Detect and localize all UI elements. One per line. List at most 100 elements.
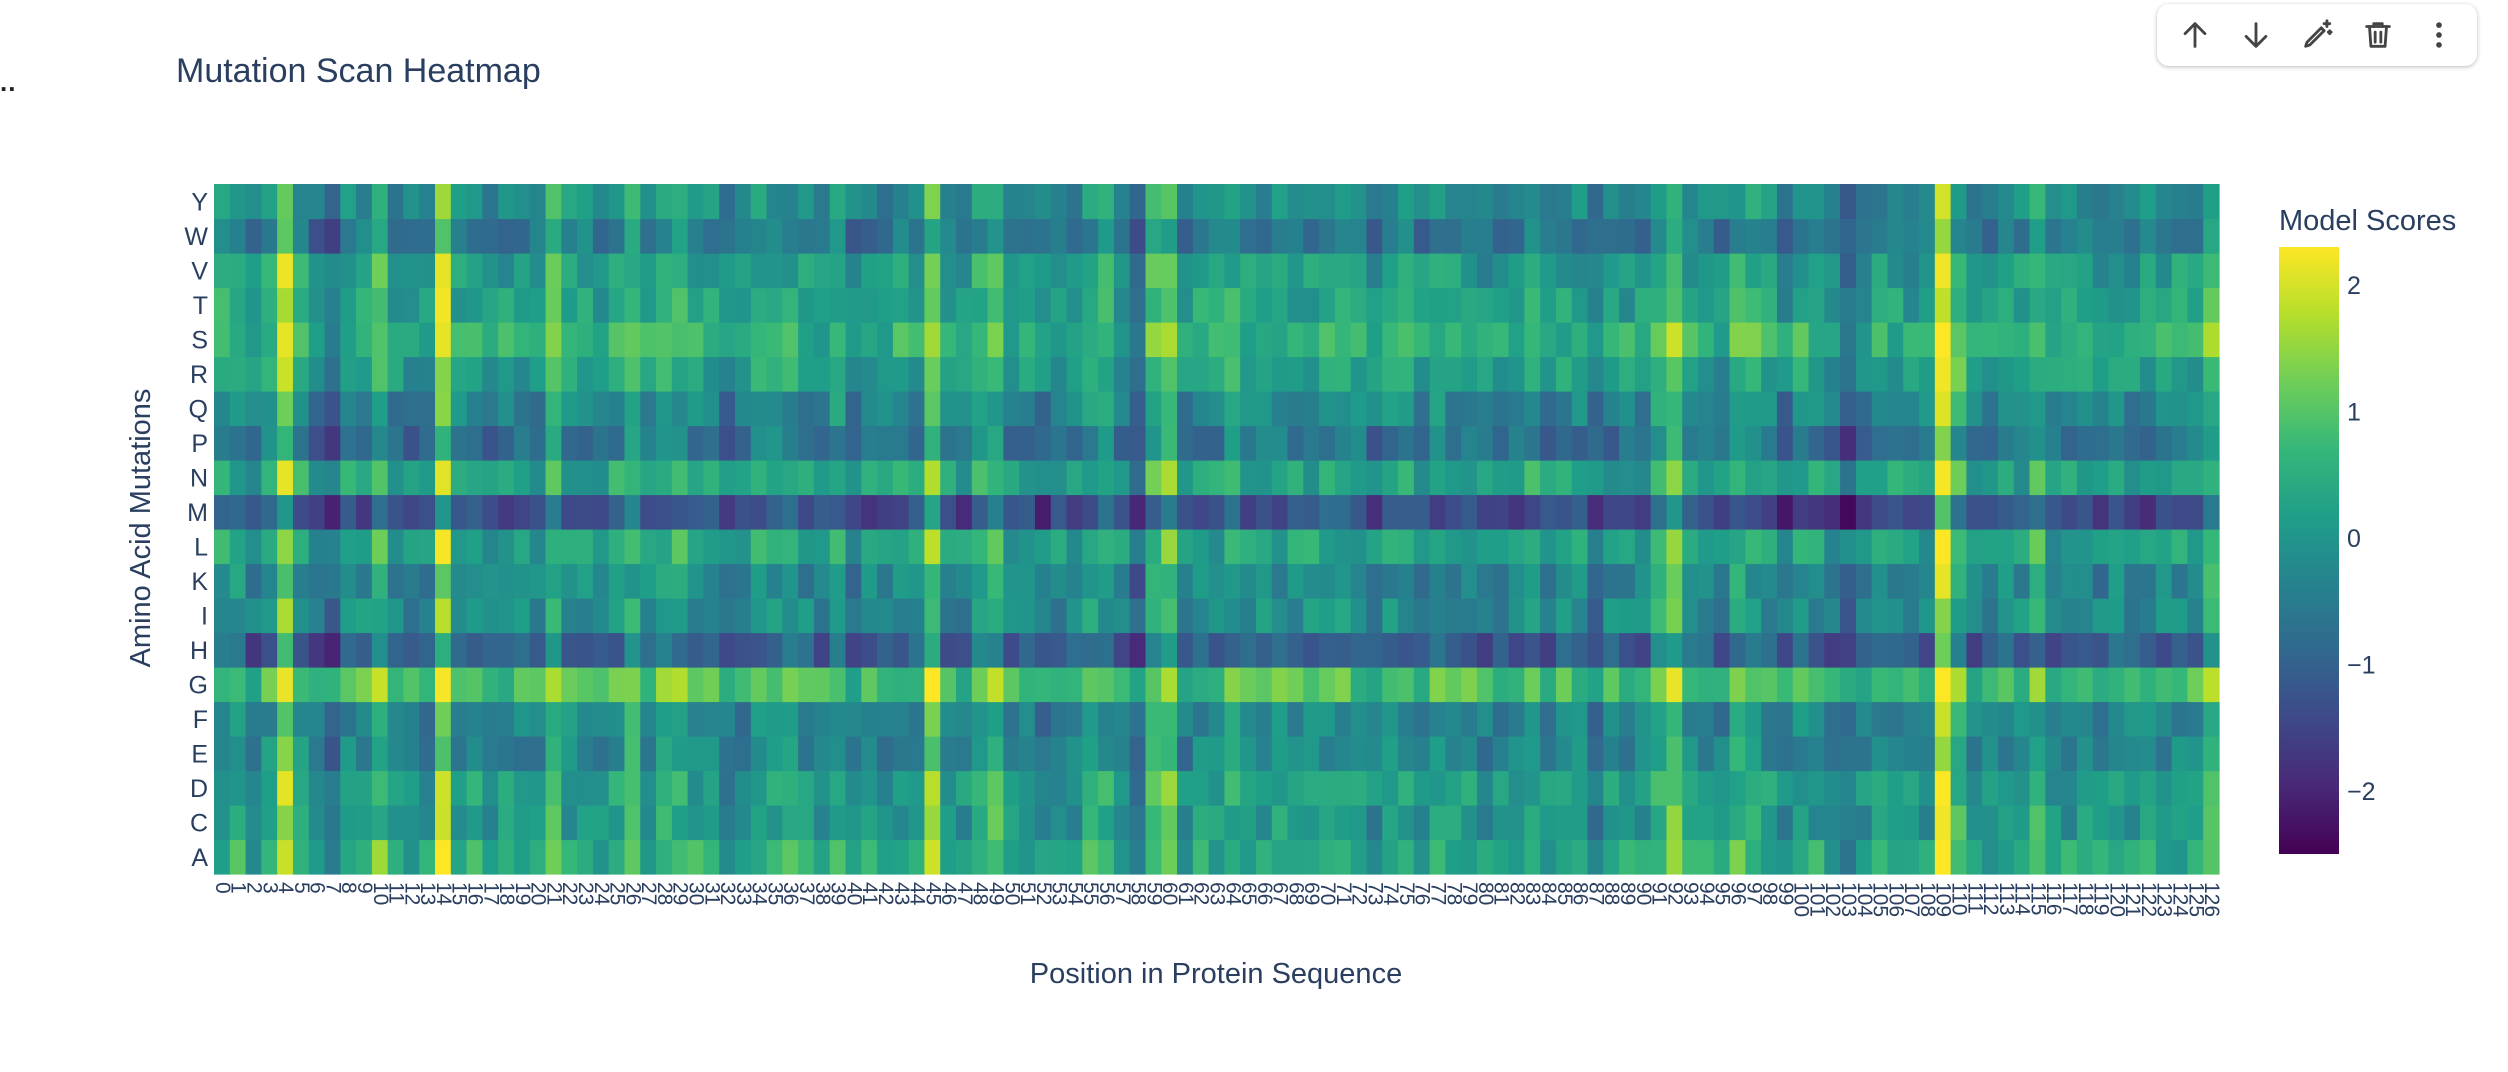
heatmap-cell — [1934, 529, 1952, 565]
heatmap-cell — [1350, 356, 1368, 392]
heatmap-cell — [1555, 736, 1573, 772]
heatmap-cell — [766, 494, 783, 530]
heatmap-cell — [703, 460, 720, 496]
heatmap-cell — [687, 184, 705, 220]
heatmap-cell — [1808, 770, 1825, 806]
heatmap-cell — [1792, 563, 1810, 599]
heatmap-cell — [2203, 563, 2220, 599]
heatmap-cell — [908, 529, 926, 565]
heatmap-cell — [1019, 805, 1036, 841]
heatmap-cell — [1919, 701, 1936, 737]
heatmap-cell — [1966, 391, 1983, 427]
heatmap-cell — [292, 425, 310, 461]
heatmap-cell — [829, 356, 847, 392]
heatmap-cell — [1903, 460, 1920, 496]
x-tick-label: 56 — [1095, 882, 1118, 905]
heatmap-cell — [529, 322, 547, 358]
move-down-button[interactable] — [2230, 9, 2282, 61]
heatmap-cell — [640, 529, 657, 565]
heatmap-cell — [1334, 805, 1352, 841]
heatmap-cell — [308, 425, 326, 461]
heatmap-cell — [1698, 667, 1715, 703]
heatmap-cell — [687, 736, 705, 772]
heatmap-cell — [782, 667, 799, 703]
heatmap-cell — [908, 287, 926, 323]
heatmap-cell — [1682, 598, 1699, 634]
heatmap-cell — [671, 563, 689, 599]
heatmap-cell — [1713, 218, 1731, 254]
heatmap-cell — [1303, 322, 1320, 358]
heatmap-cell — [1555, 494, 1573, 530]
heatmap-cell — [2124, 253, 2141, 289]
heatmap-cell — [782, 253, 799, 289]
heatmap-cell — [387, 253, 405, 289]
heatmap-cell — [1808, 632, 1825, 668]
ai-edit-button[interactable] — [2291, 9, 2343, 61]
heatmap-cell — [482, 391, 499, 427]
heatmap-cell — [1997, 391, 2015, 427]
heatmap-cell — [640, 425, 657, 461]
heatmap-cell — [561, 770, 578, 806]
heatmap-cell — [498, 184, 515, 220]
heatmap-cell — [2045, 287, 2062, 323]
heatmap-cell — [956, 322, 973, 358]
heatmap-cell — [545, 322, 562, 358]
heatmap-cell — [1887, 425, 1904, 461]
heatmap-cell — [1208, 667, 1225, 703]
heatmap-cell — [371, 667, 389, 703]
x-tick-label: 94 — [1695, 882, 1718, 906]
heatmap-cell — [1761, 253, 1778, 289]
heatmap-cell — [656, 391, 673, 427]
heatmap-cell — [1382, 356, 1399, 392]
heatmap-cell — [624, 563, 641, 599]
heatmap-cell — [861, 667, 878, 703]
heatmap-cell — [734, 529, 752, 565]
heatmap-cell — [1066, 253, 1083, 289]
heatmap-cell — [1050, 667, 1068, 703]
delete-button[interactable] — [2352, 9, 2404, 61]
heatmap-cell — [1366, 425, 1383, 461]
x-tick-label: 93 — [1679, 882, 1702, 905]
heatmap-cell — [2171, 770, 2189, 806]
heatmap-cell — [1887, 218, 1904, 254]
heatmap-cell — [987, 701, 1004, 737]
heatmap-cell — [214, 218, 231, 254]
heatmap-cell — [1950, 184, 1967, 220]
heatmap-cell — [1240, 356, 1257, 392]
heatmap-cell — [1745, 805, 1762, 841]
heatmap-cell — [829, 287, 847, 323]
heatmap-cell — [1776, 667, 1794, 703]
heatmap-cell — [1619, 632, 1636, 668]
heatmap-cell — [1003, 460, 1020, 496]
heatmap-cell — [1050, 736, 1068, 772]
move-up-button[interactable] — [2169, 9, 2221, 61]
heatmap-cell — [845, 770, 862, 806]
heatmap-cell — [1224, 701, 1241, 737]
heatmap-cell — [1192, 356, 1210, 392]
heatmap-cell — [1619, 218, 1636, 254]
x-tick-label: 83 — [1521, 882, 1544, 905]
heatmap-cell — [640, 391, 657, 427]
heatmap-cell — [1445, 494, 1462, 530]
heatmap-cell — [1871, 667, 1889, 703]
heatmap-cell — [1366, 805, 1383, 841]
heatmap-cell — [1287, 632, 1304, 668]
heatmap-cell — [466, 356, 483, 392]
heatmap-cell — [1445, 667, 1462, 703]
heatmap-cell — [956, 425, 973, 461]
heatmap-cell — [1492, 770, 1510, 806]
heatmap-cell — [435, 356, 452, 392]
y-tick-label: K — [191, 568, 208, 596]
heatmap-cell — [750, 322, 768, 358]
more-options-button[interactable] — [2413, 9, 2465, 61]
heatmap-cell — [798, 805, 815, 841]
heatmap-cell — [1019, 770, 1036, 806]
heatmap-cell — [2124, 356, 2141, 392]
heatmap-cell — [371, 425, 389, 461]
heatmap-cell — [435, 770, 452, 806]
heatmap-cell — [1098, 218, 1115, 254]
heatmap-cell — [1982, 460, 1999, 496]
heatmap-cell — [750, 770, 768, 806]
heatmap-cell — [229, 563, 247, 599]
heatmap-cell — [561, 632, 578, 668]
